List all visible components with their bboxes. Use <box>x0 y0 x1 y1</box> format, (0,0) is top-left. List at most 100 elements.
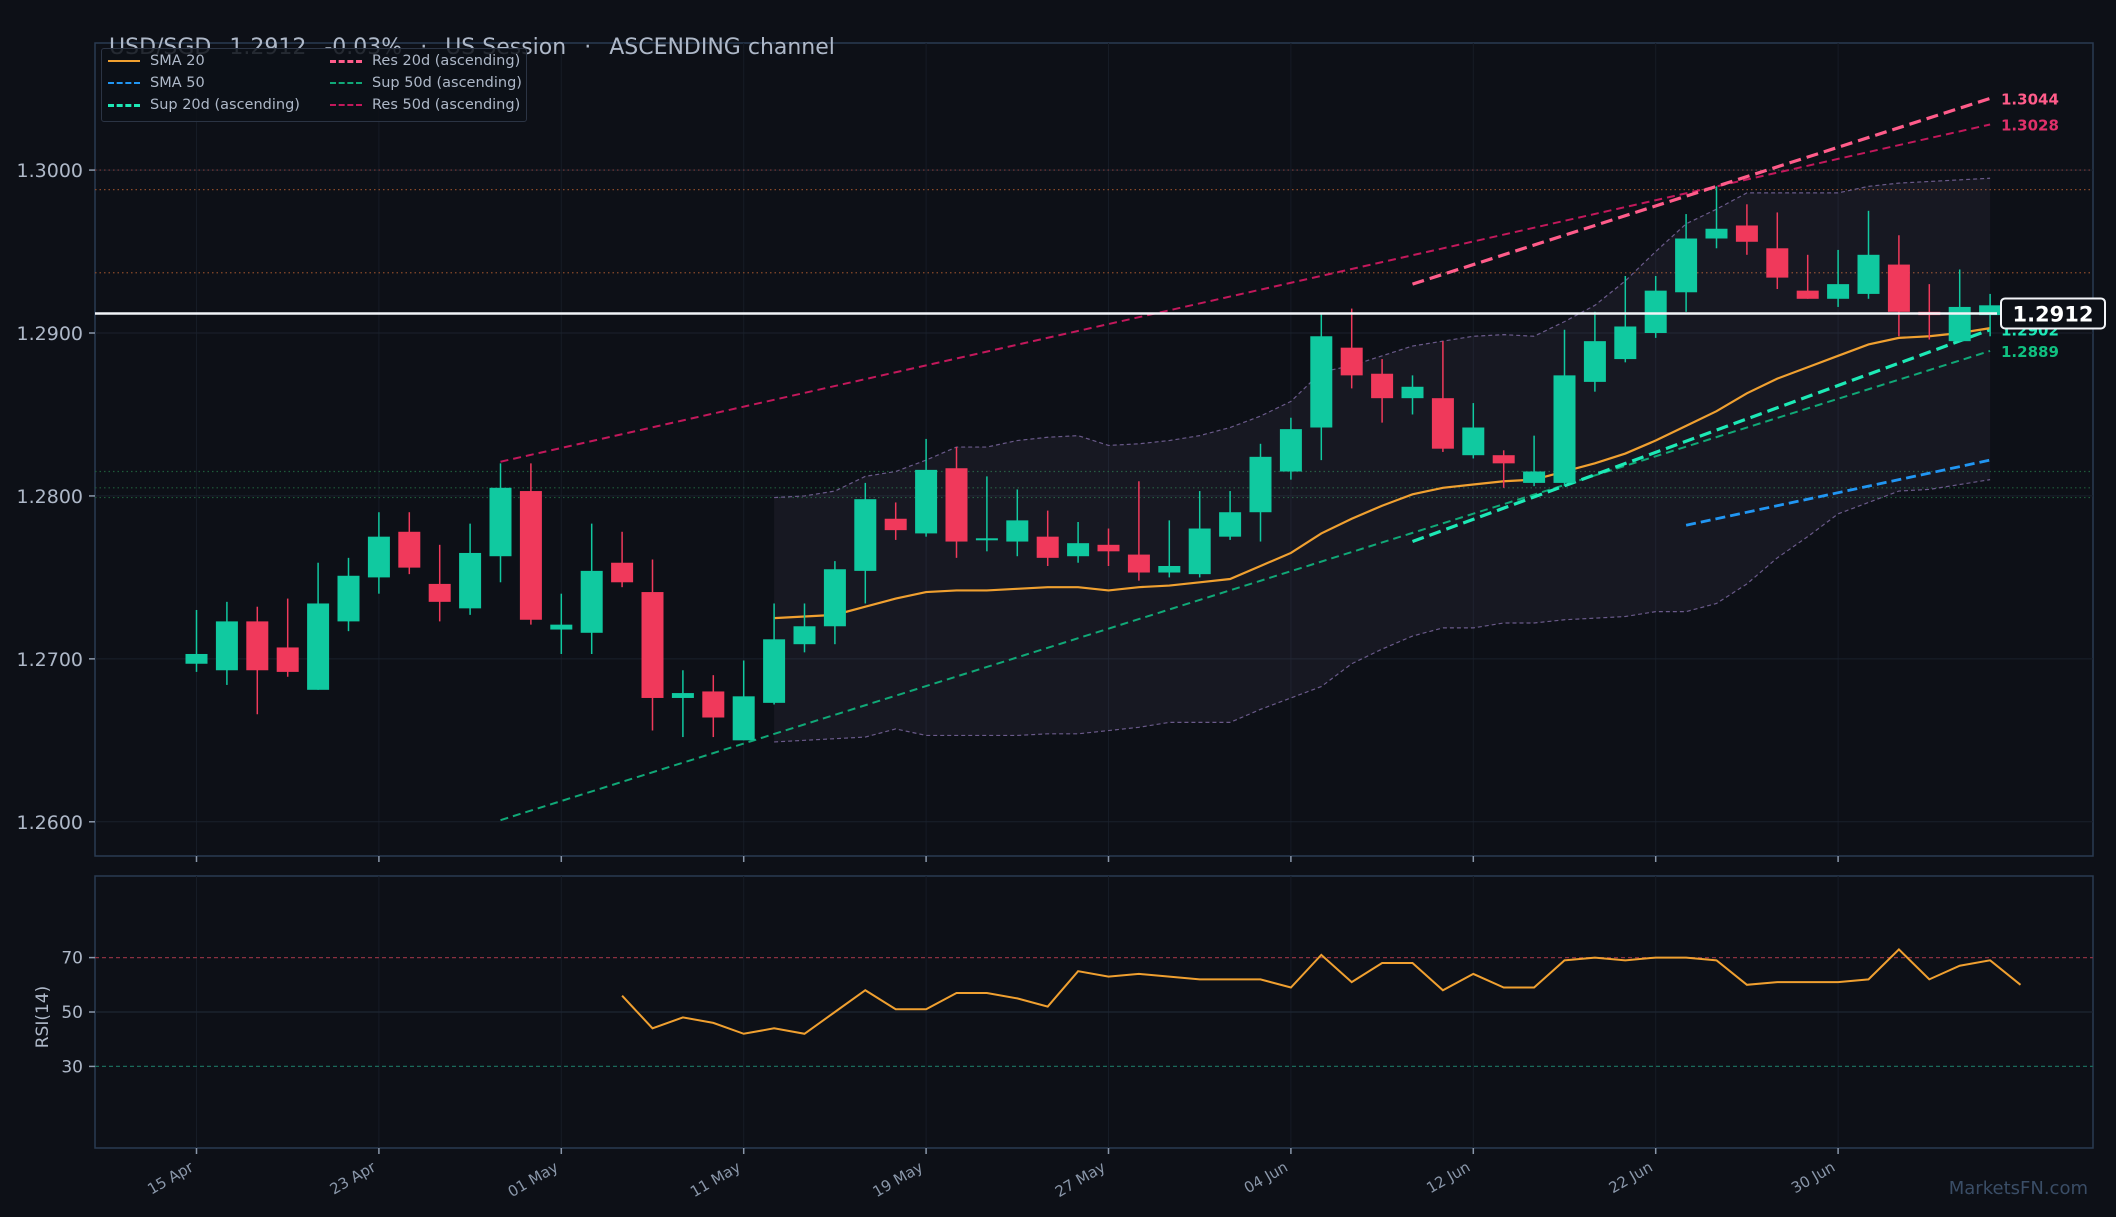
candle-body <box>367 536 390 578</box>
candle-body <box>428 583 451 602</box>
legend-swatch <box>330 104 362 106</box>
level-value-label: 1.3028 <box>2001 116 2059 134</box>
candle-body <box>975 538 998 541</box>
candle-body <box>1371 373 1394 399</box>
candle-body <box>1857 254 1880 294</box>
candle-body <box>307 603 330 690</box>
candle-body <box>1431 398 1454 449</box>
candle-body <box>1705 228 1728 239</box>
candle-body <box>1097 544 1120 552</box>
candle-body <box>459 552 482 609</box>
legend-item-sma50: SMA 50 <box>108 75 205 91</box>
sup-50d-line <box>500 349 1991 822</box>
candle-body <box>1249 456 1272 513</box>
level-value-label: 1.2889 <box>2001 343 2059 361</box>
candle-body <box>1158 565 1181 573</box>
candle-body <box>1766 248 1789 278</box>
candle-body <box>398 531 421 568</box>
legend-label: Sup 20d (ascending) <box>150 97 300 113</box>
candle-body <box>854 499 877 571</box>
candle-body <box>1553 375 1576 483</box>
candle-body <box>1127 554 1150 573</box>
legend-label: Res 50d (ascending) <box>372 97 521 113</box>
legend-label: SMA 20 <box>150 53 205 69</box>
res-20d-line <box>1412 96 1991 286</box>
candle-body <box>1401 386 1424 399</box>
candle-body <box>215 621 238 671</box>
sma-50-line <box>1685 458 1991 527</box>
rsi-axis-label: RSI(14) <box>33 986 53 1049</box>
last-price-badge <box>2000 297 2106 330</box>
candle-body <box>1188 528 1211 575</box>
candle-body <box>884 518 907 531</box>
legend-label: Res 20d (ascending) <box>372 53 521 69</box>
candle-body <box>1827 284 1850 299</box>
legend-item-sma20: SMA 20 <box>108 53 205 69</box>
candle-body <box>1583 341 1606 382</box>
channel-label: ASCENDING channel <box>609 35 835 60</box>
candle-body <box>246 621 269 671</box>
sma-20-line <box>774 327 1991 620</box>
y-tick-label: 1.2800 <box>17 486 83 508</box>
candle-body <box>276 647 299 672</box>
bollinger-upper-line <box>774 177 1991 499</box>
legend-swatch <box>330 59 362 63</box>
legend-item-res50: Res 50d (ascending) <box>330 97 520 113</box>
candle-body <box>732 696 755 741</box>
candle-body <box>1310 336 1333 428</box>
candle-body <box>1675 238 1698 293</box>
bollinger-lower-line <box>774 479 1991 743</box>
candle-body <box>1644 290 1667 334</box>
bollinger-band-area <box>774 178 1991 742</box>
y-tick-label: 50 <box>61 1003 83 1023</box>
res-50d-line <box>500 123 1991 463</box>
candle-body <box>1614 326 1637 360</box>
candle-body <box>489 487 512 557</box>
candle-body <box>1492 455 1515 464</box>
legend-label: Sup 50d (ascending) <box>372 75 522 91</box>
legend-item-sup20: Sup 20d (ascending) <box>108 97 300 113</box>
legend-swatch <box>108 103 140 107</box>
legend-label: SMA 50 <box>150 75 205 91</box>
candle-body <box>641 592 664 698</box>
candle-body <box>1735 225 1758 242</box>
candle-body <box>185 653 208 664</box>
y-tick-label: 1.3000 <box>17 160 83 182</box>
candle-body <box>1796 290 1819 299</box>
y-tick-label: 30 <box>61 1057 83 1077</box>
candle-body <box>945 468 968 542</box>
legend-swatch <box>108 60 140 62</box>
last-price-label: 1.2912 <box>2012 302 2093 326</box>
y-tick-label: 1.2700 <box>17 649 83 671</box>
y-tick-label: 70 <box>61 949 83 969</box>
candle-body <box>702 691 725 718</box>
chart-legend: SMA 20 SMA 50 Sup 20d (ascending) Res 20… <box>101 48 527 122</box>
candle-body <box>611 562 634 583</box>
separator: · <box>420 35 427 60</box>
price-panel-frame <box>94 42 2094 857</box>
separator: · <box>584 35 592 60</box>
rsi-line <box>621 948 2022 1035</box>
y-tick-label: 1.2900 <box>17 323 83 345</box>
candle-body <box>519 491 542 620</box>
candle-body <box>1523 471 1546 483</box>
candle-body <box>1036 536 1059 558</box>
y-tick-label: 1.2600 <box>17 812 83 834</box>
candle-body <box>1067 543 1090 557</box>
candle-body <box>823 569 846 627</box>
candle-body <box>793 626 816 645</box>
legend-swatch <box>330 82 362 84</box>
candle-body <box>1887 264 1910 312</box>
watermark: MarketsFN.com <box>1948 1178 2088 1199</box>
candle-body <box>1462 427 1485 456</box>
candle-body <box>1279 429 1302 472</box>
candle-body <box>550 624 573 630</box>
candle-body <box>337 575 360 622</box>
candle-body <box>1006 520 1029 542</box>
candle-body <box>1340 347 1363 376</box>
legend-swatch <box>108 82 140 84</box>
legend-item-res20: Res 20d (ascending) <box>330 53 520 69</box>
sup-20d-line <box>1411 328 1991 544</box>
candle-body <box>580 570 603 633</box>
